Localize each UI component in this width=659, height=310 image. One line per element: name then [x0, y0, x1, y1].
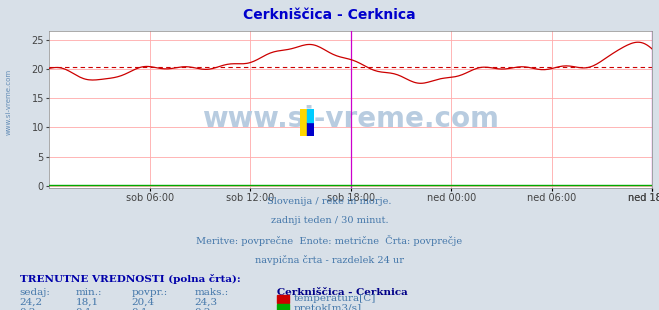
Text: Meritve: povprečne  Enote: metrične  Črta: povprečje: Meritve: povprečne Enote: metrične Črta:…: [196, 235, 463, 246]
Text: sedaj:: sedaj:: [20, 288, 51, 297]
Bar: [300, 108, 307, 136]
Text: pretok[m3/s]: pretok[m3/s]: [293, 303, 361, 310]
Text: 0,2: 0,2: [194, 308, 211, 310]
Text: 24,3: 24,3: [194, 298, 217, 307]
Text: temperatura[C]: temperatura[C]: [293, 294, 376, 303]
Text: 0,1: 0,1: [132, 308, 148, 310]
Text: zadnji teden / 30 minut.: zadnji teden / 30 minut.: [271, 216, 388, 225]
Text: TRENUTNE VREDNOSTI (polna črta):: TRENUTNE VREDNOSTI (polna črta):: [20, 274, 241, 284]
Bar: [307, 122, 314, 136]
Text: navpična črta - razdelek 24 ur: navpična črta - razdelek 24 ur: [255, 255, 404, 264]
Text: www.si-vreme.com: www.si-vreme.com: [202, 105, 500, 133]
Text: 18,1: 18,1: [76, 298, 99, 307]
Text: 24,2: 24,2: [20, 298, 43, 307]
Text: min.:: min.:: [76, 288, 102, 297]
Text: povpr.:: povpr.:: [132, 288, 168, 297]
Text: maks.:: maks.:: [194, 288, 229, 297]
Text: 0,1: 0,1: [76, 308, 92, 310]
Text: Cerkniščica - Cerknica: Cerkniščica - Cerknica: [243, 8, 416, 22]
Text: Slovenija / reke in morje.: Slovenija / reke in morje.: [268, 197, 391, 206]
Bar: [307, 108, 314, 122]
Text: 20,4: 20,4: [132, 298, 155, 307]
Text: 0,2: 0,2: [20, 308, 36, 310]
Text: Cerkniščica - Cerknica: Cerkniščica - Cerknica: [277, 288, 407, 297]
Text: www.si-vreme.com: www.si-vreme.com: [5, 69, 11, 135]
